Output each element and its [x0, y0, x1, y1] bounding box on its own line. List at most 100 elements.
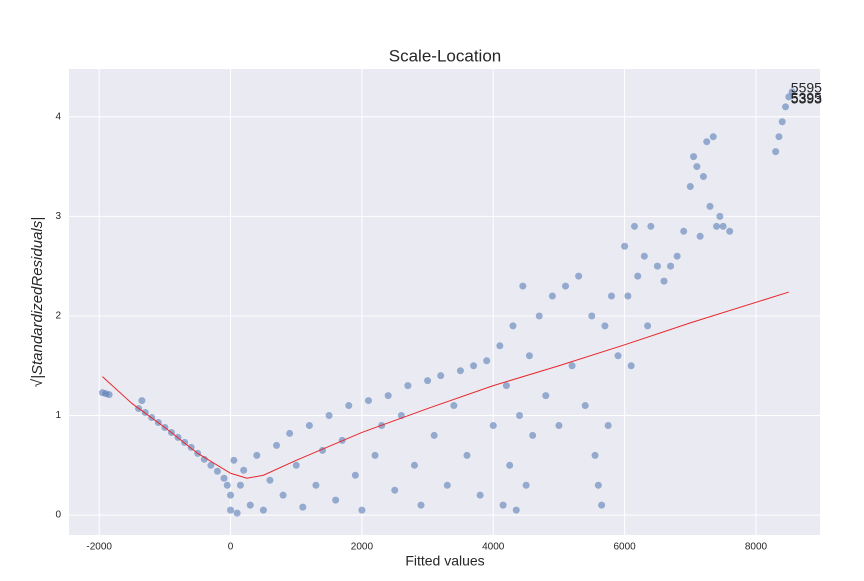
point: [634, 272, 642, 280]
point: [450, 402, 458, 410]
point: [690, 153, 698, 161]
point: [719, 222, 727, 230]
point: [522, 481, 530, 489]
point: [594, 481, 602, 489]
point: [476, 491, 484, 499]
point: [588, 312, 596, 320]
point: [240, 466, 248, 474]
y-tick-label: 0: [55, 510, 61, 521]
point: [591, 451, 599, 459]
point: [709, 133, 717, 141]
point: [358, 506, 366, 514]
point: [644, 322, 652, 330]
chart-title: Scale-Location: [389, 46, 501, 65]
point: [230, 456, 238, 464]
point: [601, 322, 609, 330]
point: [525, 352, 533, 360]
point: [627, 362, 635, 370]
point: [686, 182, 694, 190]
point: [680, 227, 688, 235]
point: [624, 292, 632, 300]
point: [699, 173, 707, 181]
point: [778, 118, 786, 126]
point: [200, 455, 208, 463]
point: [575, 272, 583, 280]
point: [782, 103, 790, 111]
point: [529, 431, 537, 439]
point: [519, 282, 527, 290]
point: [384, 392, 392, 400]
point: [463, 451, 471, 459]
y-tick-label: 3: [55, 211, 61, 222]
point: [236, 481, 244, 489]
point: [667, 262, 675, 270]
point: [499, 501, 507, 509]
point: [775, 133, 783, 141]
point: [410, 461, 418, 469]
point: [404, 382, 412, 390]
point: [417, 501, 425, 509]
point: [273, 441, 281, 449]
point: [345, 402, 353, 410]
x-tick-label: 0: [228, 542, 234, 553]
point: [716, 212, 724, 220]
point: [351, 471, 359, 479]
point: [223, 481, 231, 489]
point: [489, 421, 497, 429]
point: [653, 262, 661, 270]
point: [621, 242, 629, 250]
point: [364, 397, 372, 405]
point: [673, 252, 681, 260]
point: [496, 342, 504, 350]
plot-area: [69, 69, 820, 535]
point: [614, 352, 622, 360]
y-tick-label: 2: [55, 311, 61, 322]
point: [548, 292, 556, 300]
point: [542, 392, 550, 400]
annotation: 5393: [791, 91, 822, 107]
point: [325, 412, 333, 420]
point: [607, 292, 615, 300]
point: [506, 461, 514, 469]
point: [693, 163, 701, 171]
point: [696, 232, 704, 240]
point: [138, 397, 146, 405]
annotation: 5595: [791, 80, 822, 96]
y-tick-label: 1: [55, 410, 61, 421]
x-axis-label: Fitted values: [405, 553, 484, 569]
point: [246, 501, 254, 509]
point: [535, 312, 543, 320]
point: [640, 252, 648, 260]
point: [233, 509, 241, 517]
point: [512, 506, 520, 514]
point: [788, 88, 796, 96]
point: [443, 481, 451, 489]
annotation: 5395: [791, 90, 822, 106]
x-tick-label: 6000: [613, 542, 636, 553]
point: [105, 391, 113, 399]
point: [470, 362, 478, 370]
point: [706, 202, 714, 210]
point: [509, 322, 517, 330]
point: [227, 506, 235, 514]
point: [562, 282, 570, 290]
point: [312, 481, 320, 489]
point: [726, 227, 734, 235]
point: [713, 222, 721, 230]
point: [604, 421, 612, 429]
point: [305, 421, 313, 429]
point: [568, 362, 576, 370]
point: [555, 421, 563, 429]
point: [703, 138, 711, 146]
point: [647, 222, 655, 230]
point: [483, 357, 491, 365]
point: [299, 503, 307, 511]
point: [220, 474, 228, 482]
point: [516, 412, 524, 420]
point: [279, 491, 287, 499]
point: [456, 367, 464, 375]
point: [259, 506, 267, 514]
point: [430, 431, 438, 439]
point: [437, 372, 445, 380]
